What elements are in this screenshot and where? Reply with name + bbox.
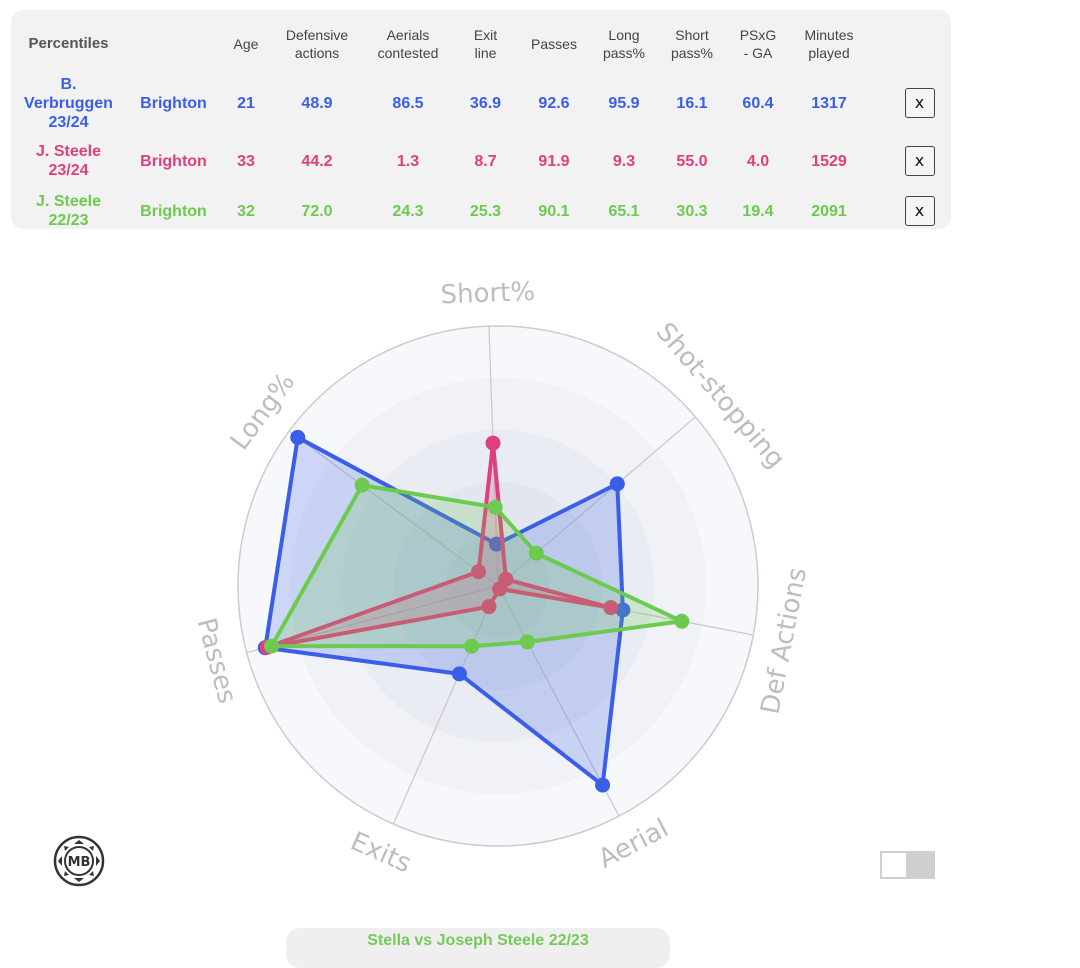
remove-player-button[interactable]: x: [904, 146, 935, 176]
radar-axis-label: Passes: [191, 615, 242, 707]
radar-point[interactable]: [603, 600, 619, 616]
header-psxg-ga[interactable]: PSxG - GA: [739, 27, 777, 61]
value-long-pass: 9.3: [612, 152, 636, 170]
percentiles-table-card: Percentiles Age Defensive actions Aerial…: [11, 10, 951, 229]
value-passes: 92.6: [538, 94, 570, 112]
value-short-pass: 16.1: [676, 94, 708, 112]
team-name: Brighton: [140, 94, 207, 112]
remove-player-button[interactable]: x: [904, 88, 935, 118]
toggle-knob: [882, 853, 906, 877]
value-exit-line: 36.9: [469, 94, 502, 112]
radar-point[interactable]: [471, 564, 487, 580]
value-exit-line: 8.7: [474, 152, 497, 170]
value-aerials-contested: 24.3: [392, 202, 424, 220]
radar-point[interactable]: [264, 638, 280, 654]
radar-axis-label: Short%: [440, 280, 535, 310]
value-long-pass: 65.1: [608, 202, 640, 220]
header-long-pass[interactable]: Long pass%: [602, 27, 646, 61]
percentiles-table: Percentiles Age Defensive actions Aerial…: [11, 18, 971, 236]
team-name: Brighton: [140, 152, 207, 170]
value-minutes-played: 2091: [811, 202, 847, 220]
value-age: 33: [237, 152, 255, 170]
radar-series: [257, 429, 690, 793]
value-passes: 90.1: [538, 202, 570, 220]
radar-spoke: [288, 430, 499, 587]
value-short-pass: 30.3: [676, 202, 708, 220]
value-short-pass: 55.0: [676, 152, 708, 170]
header-exit-line[interactable]: Exit line: [473, 27, 498, 61]
table-row: J. Steele 23/24 Brighton 33 44.2 1.3 8.7…: [11, 136, 971, 186]
radar-point[interactable]: [481, 599, 497, 615]
value-defensive-actions: 44.2: [301, 152, 333, 170]
radar-point[interactable]: [290, 429, 306, 445]
team-name: Brighton: [140, 202, 207, 220]
value-defensive-actions: 72.0: [301, 202, 333, 220]
value-minutes-played: 1317: [811, 94, 847, 112]
value-aerials-contested: 1.3: [396, 152, 420, 170]
value-psxg-ga: 60.4: [742, 94, 774, 112]
value-long-pass: 95.9: [608, 94, 640, 112]
radar-point[interactable]: [528, 545, 544, 561]
player-name[interactable]: J. Steele 22/23: [36, 193, 101, 229]
radar-point[interactable]: [492, 581, 508, 597]
header-aerials-contested[interactable]: Aerials contested: [377, 27, 439, 61]
radar-axis-label: Exits: [346, 827, 416, 880]
value-age: 21: [237, 94, 255, 112]
radar-spoke: [497, 585, 620, 817]
header-minutes-played[interactable]: Minutes played: [804, 27, 854, 61]
header-actions: [868, 18, 971, 70]
radar-spoke: [392, 585, 499, 825]
value-passes: 91.9: [538, 152, 570, 170]
view-toggle[interactable]: [880, 851, 935, 879]
player-name[interactable]: B. Verbruggen 23/24: [24, 75, 113, 131]
mb-logo: MB: [53, 835, 105, 887]
radar-point[interactable]: [519, 634, 535, 650]
logo-text: MB: [68, 855, 91, 870]
header-team: [126, 18, 221, 70]
radar-point[interactable]: [674, 613, 690, 629]
player-name[interactable]: J. Steele 23/24: [36, 143, 101, 179]
radar-series-area: [265, 441, 613, 650]
table-row: J. Steele 22/23 Brighton 32 72.0 24.3 25…: [11, 186, 971, 236]
value-psxg-ga: 4.0: [746, 152, 770, 170]
value-aerials-contested: 86.5: [392, 94, 424, 112]
value-age: 32: [237, 202, 255, 220]
header-defensive-actions[interactable]: Defensive actions: [285, 27, 349, 61]
table-header-row: Percentiles Age Defensive actions Aerial…: [11, 18, 971, 70]
radar-point[interactable]: [487, 499, 503, 515]
value-psxg-ga: 19.4: [742, 202, 774, 220]
footer-text: Stella vs Joseph Steele 22/23: [367, 932, 589, 949]
table-row: B. Verbruggen 23/24 Brighton 21 48.9 86.…: [11, 70, 971, 136]
radar-series-area: [269, 483, 684, 649]
radar-point[interactable]: [464, 638, 480, 654]
radar-axis-label: Def Actions: [756, 565, 810, 716]
header-age[interactable]: Age: [233, 36, 259, 52]
radar-point[interactable]: [485, 435, 501, 451]
header-passes[interactable]: Passes: [531, 36, 577, 52]
radar-point[interactable]: [595, 777, 611, 793]
radar-point[interactable]: [615, 602, 631, 618]
radar-point[interactable]: [609, 476, 625, 492]
remove-player-button[interactable]: x: [904, 196, 935, 226]
value-exit-line: 25.3: [469, 202, 502, 220]
radar-point[interactable]: [354, 477, 370, 493]
header-short-pass[interactable]: Short pass%: [670, 27, 714, 61]
footer-pill: Stella vs Joseph Steele 22/23: [286, 928, 670, 968]
header-percentiles: Percentiles: [28, 35, 109, 52]
value-minutes-played: 1529: [811, 152, 847, 170]
value-defensive-actions: 48.9: [301, 94, 333, 112]
radar-series-area: [263, 435, 625, 788]
radar-point[interactable]: [451, 666, 467, 682]
